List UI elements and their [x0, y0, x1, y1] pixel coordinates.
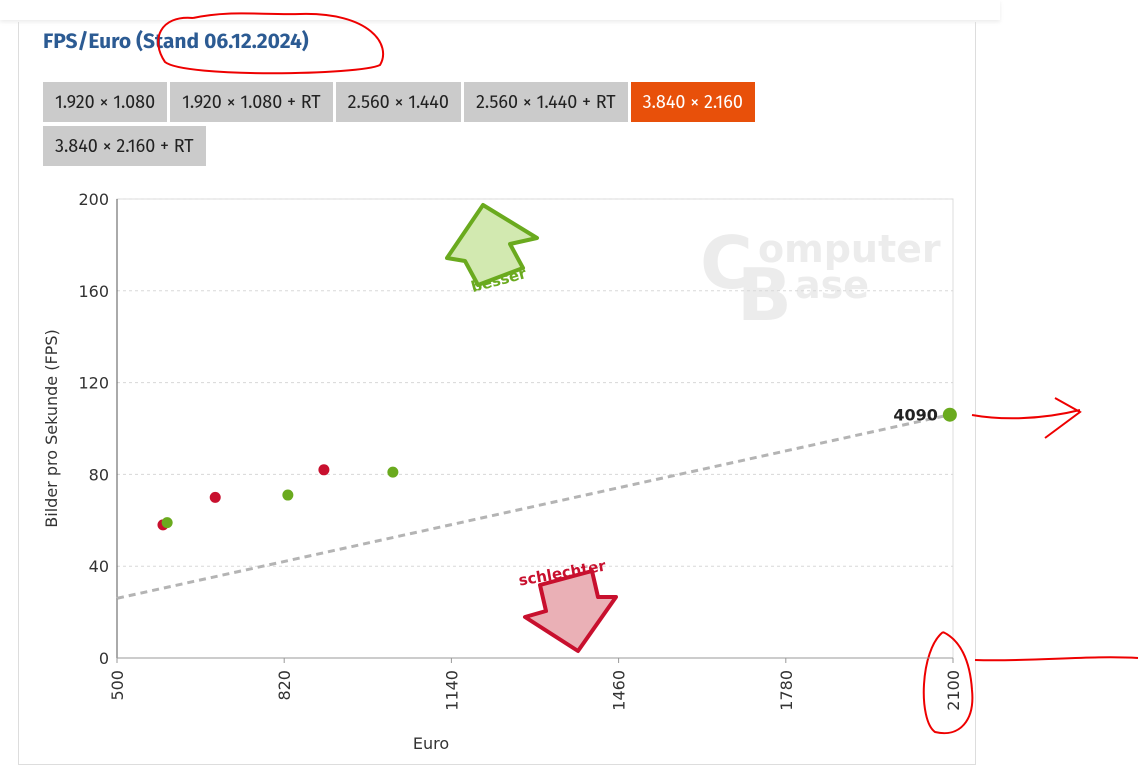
y-tick-label: 200 [78, 190, 109, 209]
scribble [157, 12, 385, 75]
x-tick-label: 820 [275, 670, 294, 701]
y-tick-label: 120 [78, 374, 109, 393]
scribble [922, 631, 1139, 735]
resolution-tab[interactable]: 3.840 × 2.160 + RT [43, 126, 206, 166]
x-axis-title: Euro [413, 734, 449, 753]
x-tick-label: 1140 [442, 670, 461, 711]
data-point [282, 489, 294, 501]
x-tick-label: 2100 [944, 670, 963, 711]
scribble [971, 397, 1082, 439]
y-tick-label: 160 [78, 282, 109, 301]
data-point [318, 464, 330, 476]
watermark-letter: C [700, 221, 753, 305]
data-point [161, 517, 173, 529]
worse-arrow: schlechter [517, 556, 618, 653]
watermark-text: ase [795, 263, 869, 307]
arrow-down [523, 569, 618, 653]
y-tick-label: 80 [89, 465, 109, 484]
resolution-tab[interactable]: 2.560 × 1.440 [335, 82, 461, 122]
x-tick-label: 500 [108, 670, 127, 701]
resolution-tab[interactable]: 1.920 × 1.080 [43, 82, 168, 122]
data-point [942, 407, 957, 422]
resolution-tab[interactable]: 3.840 × 2.160 [630, 82, 755, 122]
point-label: 4090 [893, 406, 938, 425]
chart-title: FPS/Euro (Stand 06.12.2024) [43, 28, 309, 54]
data-point [387, 466, 399, 478]
x-tick-label: 1460 [610, 670, 629, 711]
y-tick-label: 0 [99, 649, 109, 668]
handwritten-marks [157, 12, 1139, 735]
trend-line [116, 413, 951, 600]
y-axis-title: Bilder pro Sekunde (FPS) [42, 329, 61, 527]
arrow-up [445, 203, 539, 287]
watermark-letter: B [737, 253, 792, 337]
better-arrow: besser [445, 203, 539, 296]
watermark: C omputer B ase [700, 221, 941, 337]
data-point [209, 491, 221, 503]
tab-bar: 1.920 × 1.080 1.920 × 1.080 + RT 2.560 × 1… [43, 82, 883, 166]
y-tick-label: 40 [89, 557, 109, 576]
watermark-text: omputer [758, 227, 941, 271]
resolution-tab[interactable]: 2.560 × 1.440 + RT [463, 82, 628, 122]
card [18, 22, 976, 765]
resolution-tab[interactable]: 1.920 × 1.080 + RT [170, 82, 333, 122]
x-tick-label: 1780 [777, 670, 796, 711]
